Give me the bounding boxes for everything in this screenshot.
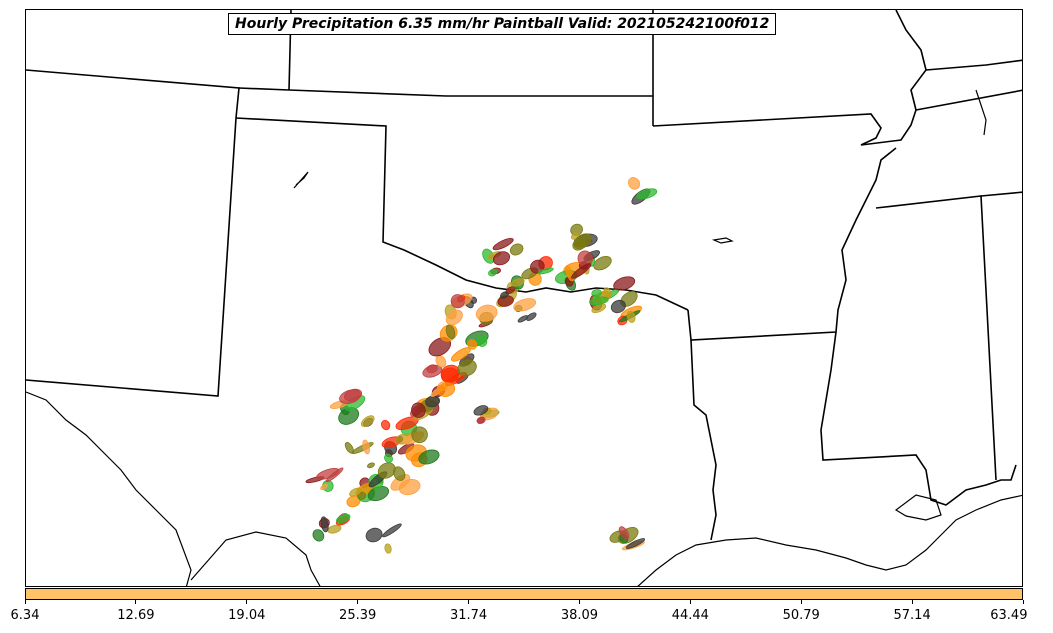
colorbar-tick-mark <box>911 600 913 604</box>
colorbar-tick-label: 12.69 <box>117 608 155 623</box>
precip-blob <box>362 439 371 455</box>
colorbar-tick-label: 25.39 <box>339 608 377 623</box>
precip-blob <box>591 289 602 298</box>
precipitation-paintballs <box>305 177 658 554</box>
precip-blob <box>493 251 510 266</box>
precip-blob <box>613 276 636 291</box>
colorbar-tick-label: 19.04 <box>228 608 266 623</box>
precip-blob <box>382 523 402 538</box>
colorbar-tick-label: 50.79 <box>782 608 820 623</box>
precip-blob <box>437 382 456 397</box>
precip-blob <box>338 407 360 425</box>
precip-blob <box>411 426 428 444</box>
precip-blob <box>492 237 514 251</box>
precip-blob <box>509 243 524 256</box>
precip-blob <box>475 304 498 322</box>
precip-blob <box>312 529 325 542</box>
precip-blob <box>625 538 646 549</box>
coastline <box>26 89 1022 586</box>
precip-blob <box>339 389 361 405</box>
precip-blob <box>384 543 392 554</box>
precip-blob <box>593 256 612 271</box>
precip-blob <box>513 298 537 312</box>
precip-blob <box>473 405 489 416</box>
precip-blob <box>365 527 383 543</box>
precip-blob <box>320 483 328 491</box>
precip-blob <box>488 268 498 277</box>
colorbar-tick-label: 31.74 <box>449 608 488 623</box>
colorbar-tick-mark <box>24 600 26 604</box>
precip-blob <box>636 188 658 200</box>
precip-blob <box>476 416 486 424</box>
precip-blob <box>320 516 329 533</box>
colorbar <box>25 588 1023 600</box>
colorbar-tick-label: 38.09 <box>560 608 599 623</box>
precip-blob <box>500 291 509 299</box>
precip-blob <box>467 339 478 350</box>
precip-blob <box>628 177 641 190</box>
precip-blob <box>393 466 406 481</box>
precip-blob <box>610 299 626 314</box>
precip-blob <box>426 364 438 374</box>
precip-blob <box>349 487 362 497</box>
colorbar-tick-mark <box>357 600 359 604</box>
precip-blob <box>450 294 465 309</box>
colorbar-tick-label: 57.14 <box>893 608 931 623</box>
precip-blob <box>336 513 351 524</box>
precip-blob <box>476 335 488 347</box>
precip-blob <box>457 359 477 377</box>
map-canvas <box>26 10 1022 586</box>
precip-blob <box>510 278 525 287</box>
precip-blob <box>384 453 393 463</box>
precip-blob <box>418 449 440 465</box>
precip-blob <box>360 415 375 428</box>
precip-blob <box>618 526 630 540</box>
precip-blob <box>377 462 396 479</box>
precip-blob <box>357 491 367 500</box>
precip-blob <box>327 524 342 534</box>
precip-blob <box>411 402 426 418</box>
precip-blob <box>381 419 391 431</box>
colorbar-tick-mark <box>578 600 580 604</box>
precip-blob <box>398 479 421 496</box>
precip-blob <box>626 310 636 323</box>
colorbar-tick-label: 44.44 <box>671 608 709 623</box>
precip-blob <box>591 303 607 314</box>
precip-blob <box>572 238 586 251</box>
precip-blob <box>445 309 463 326</box>
map-panel <box>25 9 1023 587</box>
colorbar-tick-mark <box>689 600 691 604</box>
precip-blob <box>325 467 344 483</box>
precip-blob <box>571 263 592 279</box>
precip-blob <box>589 296 609 306</box>
colorbar-tick-label: 6.34 <box>10 608 40 623</box>
colorbar-tick-mark <box>135 600 137 604</box>
precip-blob <box>537 267 554 275</box>
colorbar-tick-mark <box>800 600 802 604</box>
precip-blob <box>445 324 456 340</box>
colorbar-tick-mark <box>468 600 470 604</box>
colorbar-tick-mark <box>246 600 248 604</box>
colorbar-tick-mark <box>1022 600 1024 604</box>
precip-blob <box>526 312 537 321</box>
map-title: Hourly Precipitation 6.35 mm/hr Paintbal… <box>228 13 777 35</box>
precip-blob <box>367 462 375 469</box>
colorbar-tick-label: 63.49 <box>990 608 1028 623</box>
